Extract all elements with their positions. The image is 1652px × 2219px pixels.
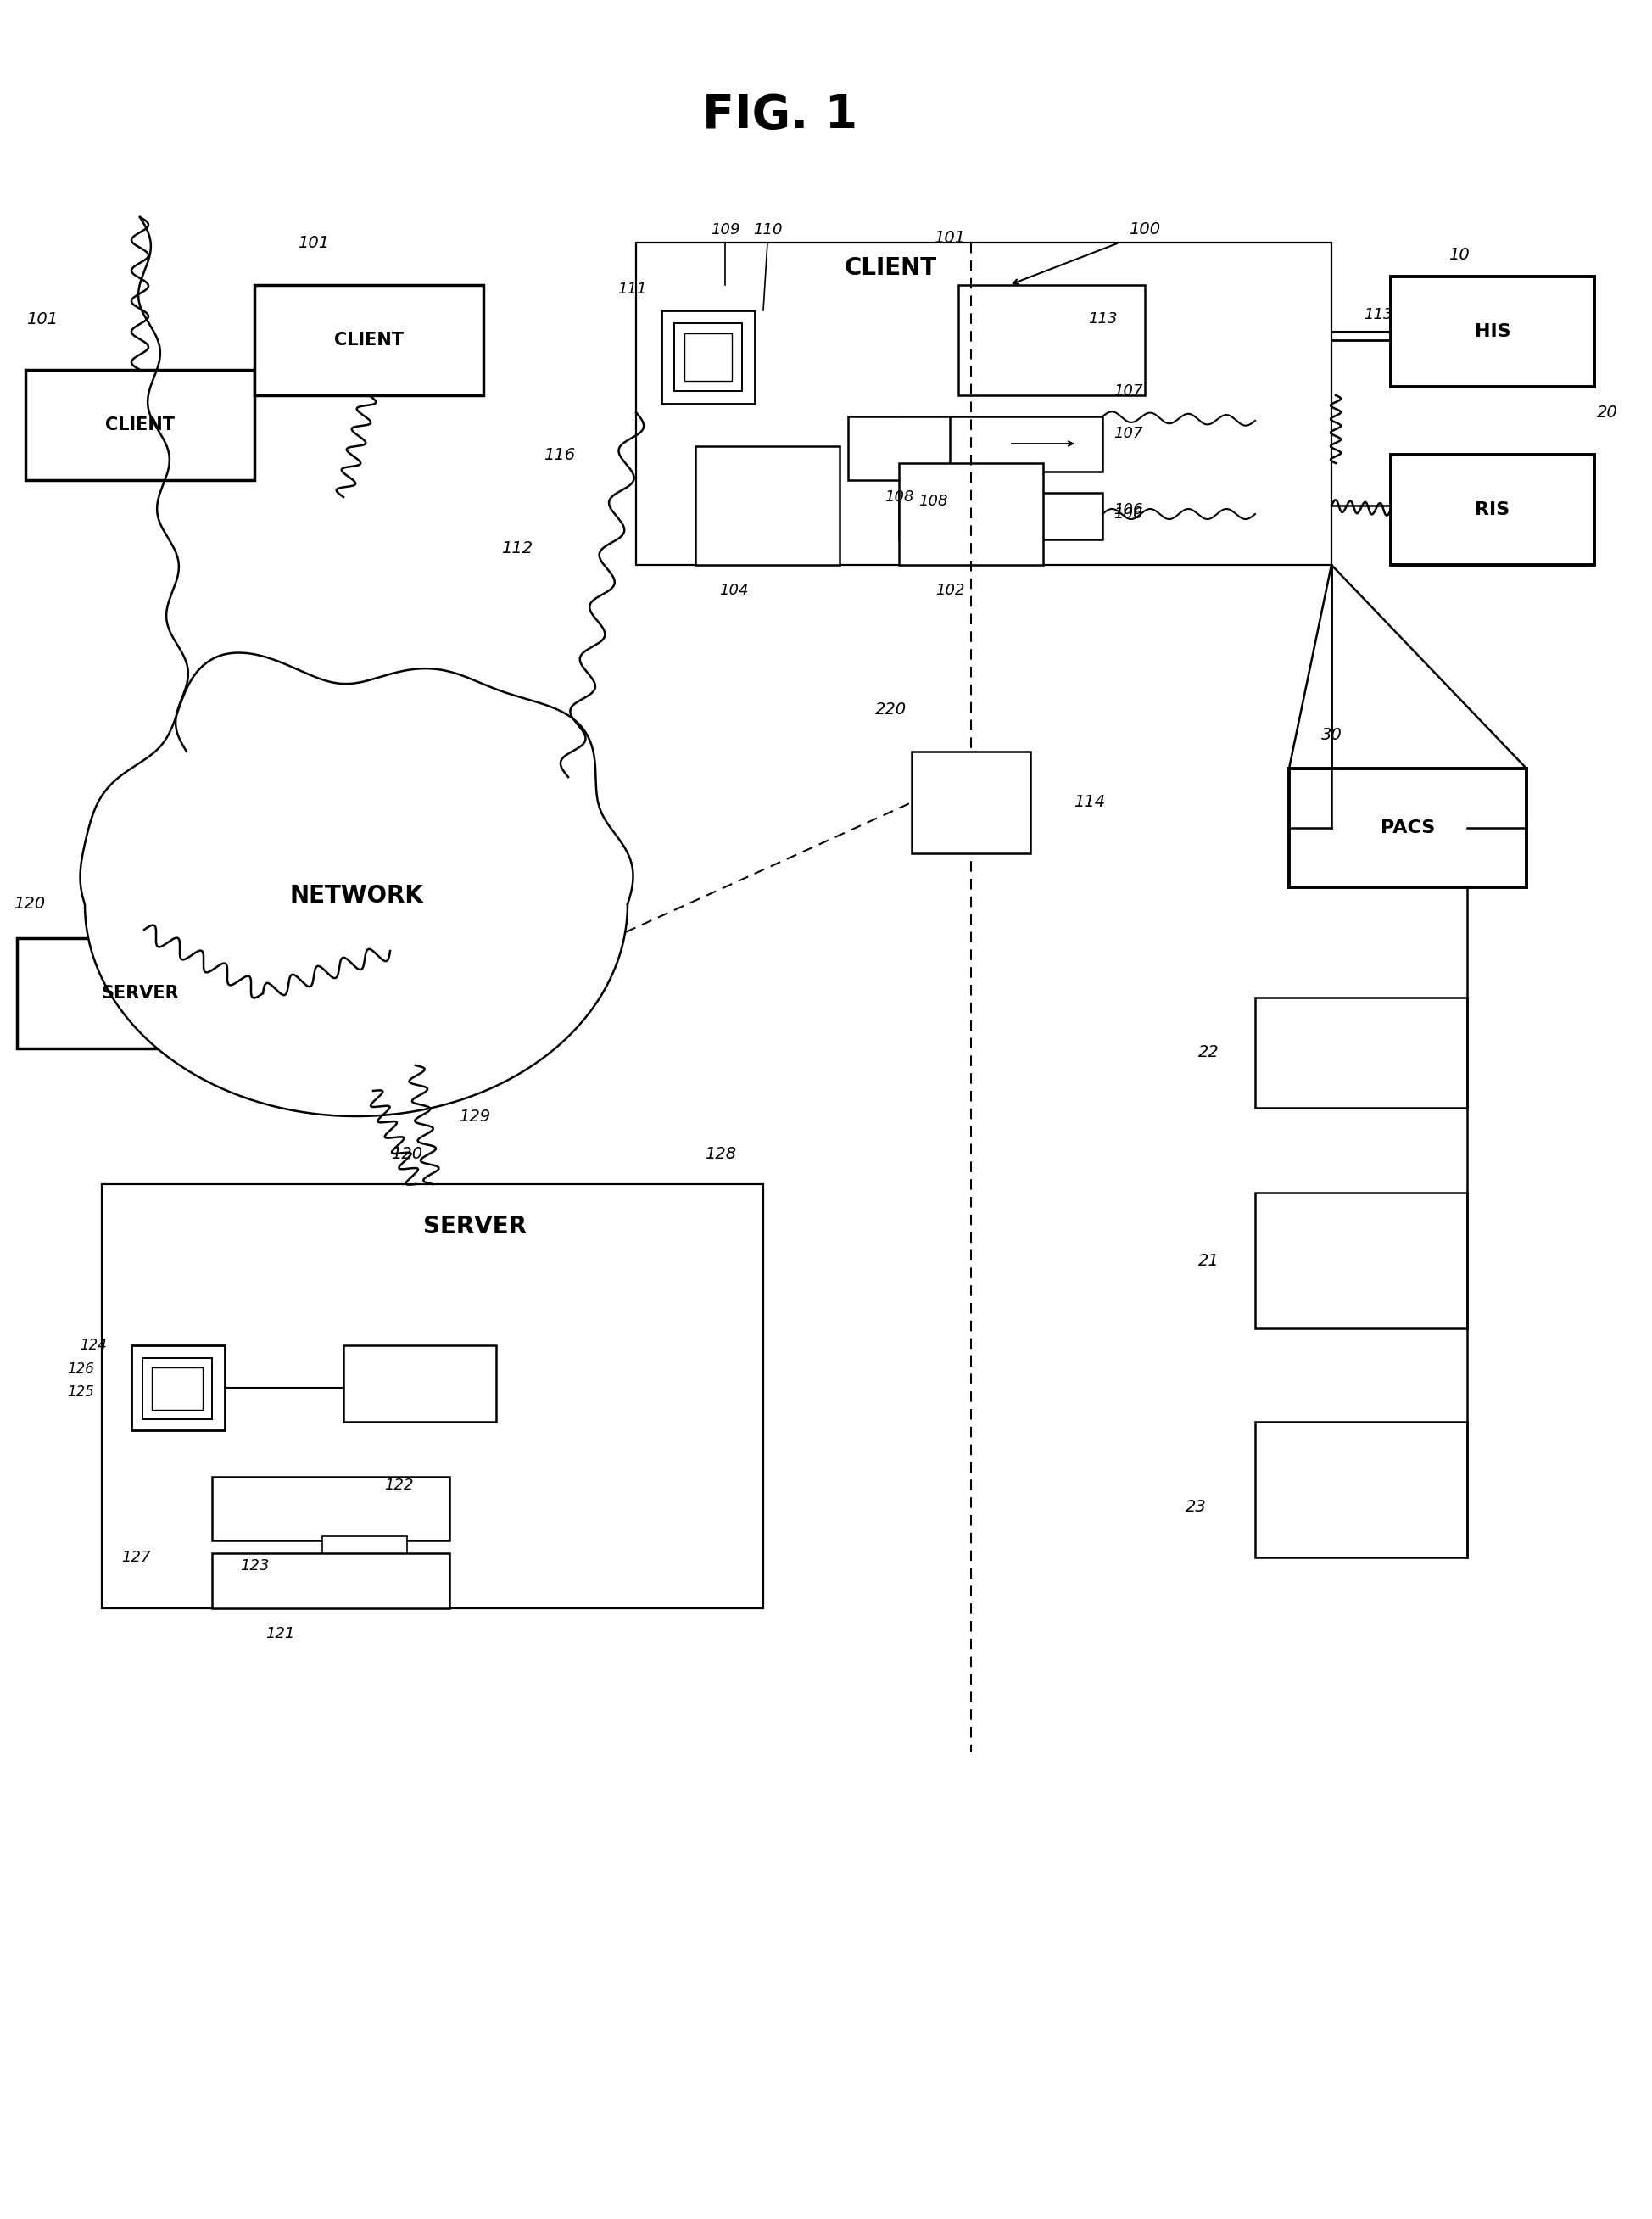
Bar [152,1367,203,1409]
Bar [674,324,742,391]
Text: CLIENT: CLIENT [844,255,937,280]
Bar [1389,277,1594,386]
Text: 20: 20 [1596,404,1617,419]
Text: 106: 106 [1113,501,1142,517]
Text: 129: 129 [459,1107,491,1125]
Text: 107: 107 [1113,426,1142,442]
Text: 110: 110 [752,222,781,237]
Bar [254,284,482,395]
Text: 30: 30 [1320,726,1341,743]
Text: CLIENT: CLIENT [106,417,175,433]
Text: 220: 220 [874,701,905,717]
Text: 121: 121 [264,1627,294,1642]
Bar [899,417,1102,473]
Text: 116: 116 [544,446,575,464]
Bar [142,1358,211,1420]
Text: 101: 101 [933,231,965,246]
Bar [1389,455,1594,566]
Text: 101: 101 [297,235,329,251]
Text: PACS: PACS [1379,819,1434,837]
Bar [958,284,1145,395]
Polygon shape [81,652,633,1116]
Text: 113: 113 [1363,306,1393,322]
Bar [1289,768,1526,888]
Text: NETWORK: NETWORK [289,883,423,908]
Text: 106: 106 [1113,506,1142,521]
Text: 127: 127 [121,1549,150,1564]
Text: 23: 23 [1184,1498,1206,1516]
Text: 108: 108 [919,493,947,508]
Text: 114: 114 [1074,794,1105,810]
Bar [322,1536,406,1567]
Bar [1254,1192,1467,1329]
Text: 113: 113 [1087,311,1117,326]
Bar [211,1478,449,1540]
Text: 107: 107 [1113,384,1142,399]
Bar [1254,1422,1467,1558]
Text: 128: 128 [705,1147,737,1163]
Text: 112: 112 [501,539,534,557]
Bar [912,752,1029,854]
Bar [661,311,755,404]
Bar [102,1185,763,1609]
Text: 21: 21 [1198,1252,1218,1269]
Text: RIS: RIS [1474,501,1510,519]
Bar [899,493,1102,539]
Text: HIS: HIS [1474,324,1510,340]
Text: 120: 120 [392,1147,423,1163]
Text: 126: 126 [68,1362,94,1376]
Text: 101: 101 [26,311,58,326]
Bar [1254,999,1467,1107]
Text: CLIENT: CLIENT [334,331,403,348]
Text: 109: 109 [710,222,740,237]
Text: 100: 100 [1128,222,1160,237]
Text: 102: 102 [935,584,965,597]
Text: 125: 125 [68,1385,94,1400]
Bar [211,1553,449,1609]
Bar [899,464,1042,566]
Text: 10: 10 [1447,246,1469,264]
Bar [344,1345,496,1422]
Text: FIG. 1: FIG. 1 [702,93,857,138]
Text: SERVER: SERVER [101,985,178,1001]
Text: SERVER: SERVER [423,1214,527,1238]
Text: 108: 108 [884,490,914,504]
Bar [636,242,1332,566]
Text: 22: 22 [1198,1045,1218,1061]
Text: 120: 120 [13,896,45,912]
Text: 111: 111 [616,282,646,297]
Text: 124: 124 [79,1338,107,1354]
Text: 123: 123 [240,1558,269,1573]
Text: 122: 122 [383,1478,413,1493]
Bar [25,371,254,479]
Bar [695,446,839,566]
Bar [847,417,950,479]
Bar [17,939,263,1047]
Text: 104: 104 [719,584,748,597]
Bar [132,1345,225,1429]
Bar [684,333,732,382]
